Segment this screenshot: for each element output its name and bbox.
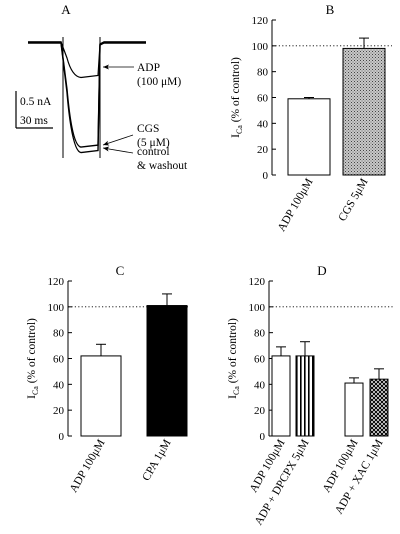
trace-label-arrowhead (103, 64, 109, 70)
trace-control-washout (28, 42, 146, 154)
y-tick-label: 20 (53, 405, 65, 417)
trace-label-text: & washout (137, 160, 188, 172)
y-tick-label: 100 (48, 302, 65, 314)
trace-label-arrow (102, 147, 134, 154)
y-tick-label: 60 (254, 354, 266, 366)
panel-letter-b: B (326, 2, 335, 17)
panel-a: A ADP (100 μM) CGS (5 μM)control & washout 0… (15, 2, 188, 172)
bar-1 (287, 98, 331, 176)
trace-label-text: (5 μM) (137, 137, 170, 149)
panel-b: B 0 20 40 60 80 100 120 ICa (% of control) ADP 1… (230, 2, 392, 234)
bar-2 (342, 47, 386, 176)
bar-3 (344, 382, 364, 437)
scale-current-label: 0.5 nA (20, 96, 52, 108)
y-tick-label: 80 (53, 328, 65, 340)
bar-2 (146, 305, 188, 437)
category-label: CGS 5μM (337, 177, 371, 224)
bar-1 (80, 355, 122, 437)
y-tick-label: 100 (252, 41, 269, 53)
y-axis-label: ICa (% of control) (227, 318, 241, 399)
panel-c: C 0 20 40 60 80 100 120 ICa (% of control) ADP 1… (26, 263, 188, 495)
category-label: ADP 100μM (276, 177, 316, 234)
y-axis-label: ICa (% of control) (26, 318, 40, 399)
y-tick-label: 20 (254, 405, 266, 417)
trace-label-text: CGS (137, 123, 159, 135)
trace-cgs (28, 41, 146, 148)
panel-letter-d: D (317, 263, 326, 278)
panel-letter-a: A (61, 2, 71, 17)
y-tick-label: 0 (59, 431, 65, 443)
y-tick-label: 40 (53, 379, 65, 391)
trace-adp (28, 41, 146, 79)
y-tick-label: 0 (263, 170, 269, 182)
trace-label-arrowhead (103, 146, 110, 152)
trace-label-arrowhead (103, 140, 110, 146)
y-axis-label: ICa (% of control) (230, 57, 244, 138)
bar-1 (271, 355, 291, 437)
y-tick-label: 120 (249, 276, 266, 288)
panel-letter-c: C (116, 263, 125, 278)
bar-2 (295, 355, 315, 437)
y-tick-label: 120 (252, 15, 269, 27)
trace-label-text: control (137, 146, 170, 158)
trace-labels: ADP (100 μM) CGS (5 μM)control & washout (102, 62, 188, 172)
y-tick-label: 60 (257, 93, 269, 105)
y-tick-label: 40 (254, 379, 266, 391)
y-tick-label: 100 (249, 302, 266, 314)
category-label: ADP 100μM (68, 438, 108, 495)
current-traces (28, 37, 146, 158)
scale-time-label: 30 ms (20, 115, 48, 127)
y-tick-label: 40 (257, 118, 269, 130)
y-tick-label: 120 (48, 276, 65, 288)
y-tick-label: 0 (260, 431, 266, 443)
trace-label-arrow (102, 134, 134, 146)
category-label: CPA 1μM (140, 438, 173, 484)
y-tick-label: 60 (53, 354, 65, 366)
y-tick-label: 80 (254, 328, 266, 340)
trace-label-text: (100 μM) (137, 76, 181, 88)
y-tick-label: 80 (257, 67, 269, 79)
bar-4 (369, 378, 389, 437)
trace-label-text: ADP (137, 62, 160, 74)
scale-bar: 0.5 nA 30 ms (15, 91, 53, 129)
y-tick-label: 20 (257, 144, 269, 156)
